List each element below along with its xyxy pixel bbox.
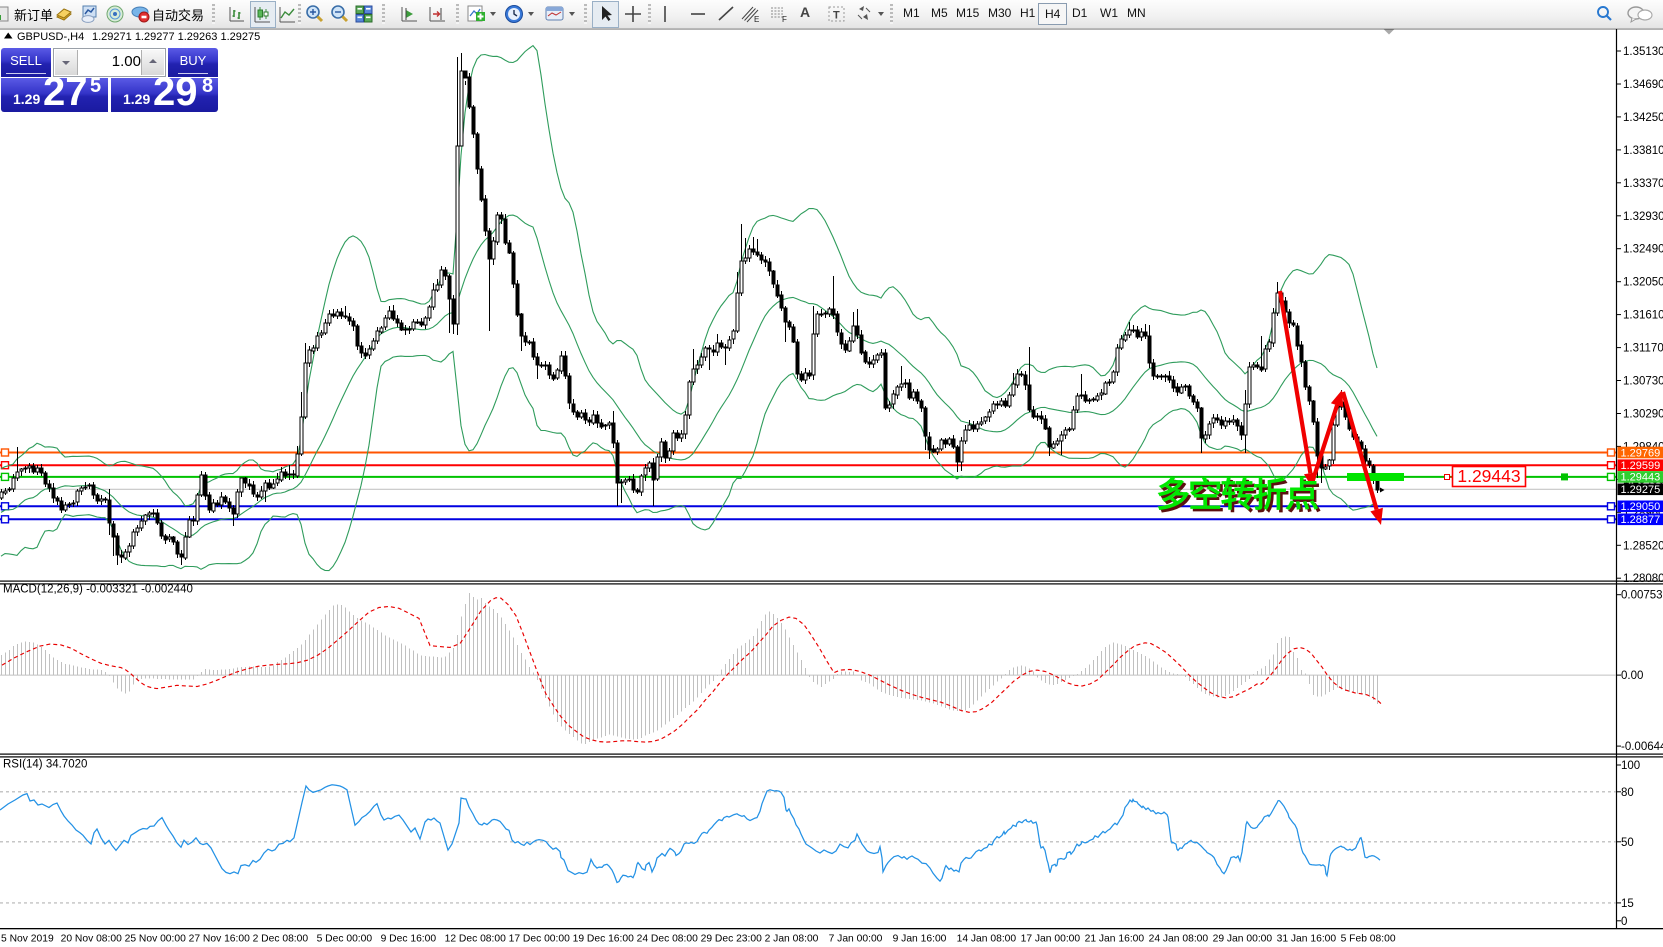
svg-text:19 Dec 16:00: 19 Dec 16:00 [573, 934, 635, 945]
svg-text:1.34690: 1.34690 [1623, 79, 1663, 91]
svg-text:5 Nov 2019: 5 Nov 2019 [1, 934, 54, 945]
svg-text:5 Dec 00:00: 5 Dec 00:00 [317, 934, 373, 945]
svg-text:17 Jan 00:00: 17 Jan 00:00 [1021, 934, 1081, 945]
svg-text:31 Jan 16:00: 31 Jan 16:00 [1277, 934, 1337, 945]
svg-text:1.29769: 1.29769 [1621, 447, 1661, 459]
svg-text:0.007538: 0.007538 [1621, 590, 1663, 602]
svg-text:27 Nov 16:00: 27 Nov 16:00 [189, 934, 251, 945]
svg-text:1.28080: 1.28080 [1623, 573, 1663, 585]
svg-text:9 Jan 16:00: 9 Jan 16:00 [893, 934, 947, 945]
svg-text:0: 0 [1621, 916, 1627, 928]
svg-text:25 Nov 00:00: 25 Nov 00:00 [125, 934, 187, 945]
svg-text:MACD(12,26,9) -0.003321 -0.002: MACD(12,26,9) -0.003321 -0.002440 [3, 584, 193, 596]
svg-text:29 Dec 23:00: 29 Dec 23:00 [701, 934, 763, 945]
svg-text:1.30730: 1.30730 [1623, 376, 1663, 388]
svg-text:2 Jan 08:00: 2 Jan 08:00 [765, 934, 819, 945]
svg-text:29 Jan 00:00: 29 Jan 00:00 [1213, 934, 1273, 945]
svg-text:24 Jan 08:00: 24 Jan 08:00 [1149, 934, 1209, 945]
svg-text:12 Dec 08:00: 12 Dec 08:00 [445, 934, 507, 945]
svg-text:1.35130: 1.35130 [1623, 46, 1663, 58]
svg-text:多空转折点: 多空转折点 [1159, 479, 1322, 517]
svg-text:21 Jan 16:00: 21 Jan 16:00 [1085, 934, 1145, 945]
svg-text:17 Dec 00:00: 17 Dec 00:00 [509, 934, 571, 945]
svg-text:1.28877: 1.28877 [1621, 514, 1661, 526]
svg-text:14 Jan 08:00: 14 Jan 08:00 [957, 934, 1017, 945]
svg-text:1.29443: 1.29443 [1457, 466, 1520, 486]
svg-text:1.32490: 1.32490 [1623, 244, 1663, 256]
svg-text:20 Nov 08:00: 20 Nov 08:00 [61, 934, 123, 945]
svg-text:-0.006446: -0.006446 [1621, 741, 1663, 753]
svg-text:2 Dec 08:00: 2 Dec 08:00 [253, 934, 309, 945]
svg-text:80: 80 [1621, 787, 1634, 799]
svg-text:1.31610: 1.31610 [1623, 310, 1663, 322]
svg-text:F: F [782, 15, 787, 24]
svg-text:24 Dec 08:00: 24 Dec 08:00 [637, 934, 699, 945]
svg-text:1.29599: 1.29599 [1621, 460, 1661, 472]
svg-text:1.32050: 1.32050 [1623, 277, 1663, 289]
svg-text:15: 15 [1621, 898, 1634, 910]
svg-text:0.00: 0.00 [1621, 670, 1643, 682]
svg-text:1.28520: 1.28520 [1623, 540, 1663, 552]
svg-text:100: 100 [1621, 760, 1640, 772]
svg-text:1.31170: 1.31170 [1623, 343, 1663, 355]
svg-text:RSI(14) 34.7020: RSI(14) 34.7020 [3, 759, 87, 771]
svg-text:GBPUSD-,H4: GBPUSD-,H4 [17, 31, 84, 43]
svg-text:1.29271 1.29277 1.29263 1.2927: 1.29271 1.29277 1.29263 1.29275 [92, 31, 260, 43]
svg-text:多空转折点: 多空转折点 [1156, 477, 1319, 515]
svg-text:E: E [754, 15, 759, 24]
svg-text:1.29050: 1.29050 [1621, 501, 1661, 513]
svg-text:1.30290: 1.30290 [1623, 409, 1663, 421]
svg-text:1.33370: 1.33370 [1623, 178, 1663, 190]
svg-text:50: 50 [1621, 837, 1634, 849]
svg-text:9 Dec 16:00: 9 Dec 16:00 [381, 934, 437, 945]
svg-text:1.34250: 1.34250 [1623, 112, 1663, 124]
svg-text:T: T [833, 10, 840, 22]
svg-text:7 Jan 00:00: 7 Jan 00:00 [829, 934, 883, 945]
svg-text:1.29443: 1.29443 [1621, 472, 1661, 484]
svg-text:1.29275: 1.29275 [1621, 484, 1661, 496]
svg-text:1.32930: 1.32930 [1623, 211, 1663, 223]
svg-text:1.33810: 1.33810 [1623, 145, 1663, 157]
svg-text:5 Feb 08:00: 5 Feb 08:00 [1341, 934, 1396, 945]
